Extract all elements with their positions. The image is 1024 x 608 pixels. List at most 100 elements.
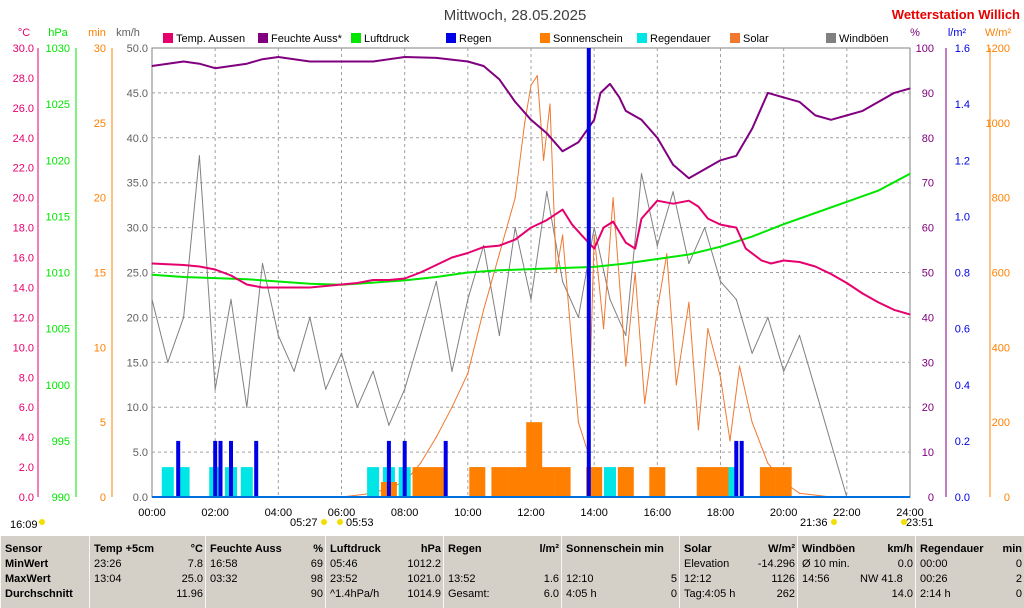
legend-swatch [637,33,647,43]
point-temp-aussen [612,221,614,223]
point-solar [612,197,614,199]
axis-wind-tick: 45.0 [127,88,148,100]
point-feuchte-auss- [704,168,706,170]
point-feuchte-auss- [656,137,658,139]
stats-label: 12:10 [566,573,594,585]
point-temp-aussen [404,277,406,280]
point-solar [467,372,469,375]
point-luftdruck [309,283,311,285]
bar-sonnenschein [759,467,776,497]
point-luftdruck [656,258,658,260]
point-temp-aussen [846,282,848,284]
stats-value: 262 [776,588,795,600]
point-temp-aussen [688,200,690,202]
point-windb-en [625,334,627,336]
point-windb-en [546,191,548,193]
point-temp-aussen [325,285,327,287]
bar-sonnenschein [696,467,713,497]
axis-temp-tick: 2.0 [19,462,34,474]
bar-regen [254,440,259,497]
point-temp-aussen [770,262,772,265]
axis-solar-tick: 600 [992,268,1010,280]
point-temp-aussen [498,245,500,247]
point-windb-en [672,191,674,193]
stats-value: 14.0 [891,588,913,600]
stats-label: Feuchte Auss [210,543,282,555]
axis-humidity-tick: 50 [922,268,934,280]
axis-minutes-tick: 30 [94,43,106,55]
stats-value: 0 [670,588,677,600]
point-windb-en [483,245,485,247]
sunset: 21:36 [800,517,828,529]
stats-header: Luftdruck hPa [330,542,441,557]
stats-row: 14.0 [802,587,913,602]
stats-row: 14:56 NW 41.8 [802,572,913,587]
point-temp-aussen [183,264,185,266]
stats-value: 7.8 [187,558,203,570]
point-temp-aussen [451,256,453,259]
axis-humidity-unit: % [910,27,920,39]
stats-row [448,557,559,572]
axis-solar-tick: 0 [1004,492,1010,504]
axis-temp-tick: 26.0 [13,103,34,115]
time-tick: 10:00 [454,507,482,519]
sun-marker-icon [321,519,327,525]
axis-wind-tick: 5.0 [133,447,148,459]
stats-label: 4:05 h [566,588,597,600]
axis-wind-tick: 10.0 [127,402,148,414]
stats-value: min [1002,543,1022,555]
point-feuchte-auss- [593,119,595,121]
point-temp-aussen [483,246,485,248]
point-windb-en [467,298,469,300]
point-temp-aussen [571,224,573,226]
axis-rain-tick: 0.2 [955,436,970,448]
bar-sonnenschein [712,467,729,497]
point-temp-aussen [230,274,232,277]
point-windb-en [688,262,690,265]
weather-chart: 0.0 2.0 4.0 6.0 8.0 10.0 12.0 14.0 16.0 18.0 20.0 2… [10,7,1020,531]
point-windb-en [514,227,516,229]
stats-label: Luftdruck [330,543,381,555]
axis-pressure-tick: 1005 [46,324,70,336]
stats-row: Ø 10 min. 0.0 [802,557,913,572]
point-windb-en [419,334,422,336]
stats-label: ^1.4hPa/h [330,588,380,600]
stats-value: 25.0 [181,573,203,585]
point-temp-aussen [246,283,248,286]
axis-temp-tick: 8.0 [19,372,34,384]
bar-sonnenschein [428,467,445,497]
point-temp-aussen [634,248,636,250]
point-windb-en [293,370,295,372]
series [151,48,911,498]
point-windb-en [246,406,248,408]
time-tick: 00:00 [138,507,166,519]
point-luftdruck [688,253,690,256]
time-tick: 18:00 [707,507,735,519]
stats-value: hPa [420,543,441,555]
point-luftdruck [783,223,785,225]
point-temp-aussen [830,273,832,275]
point-temp-aussen [893,309,895,311]
point-feuchte-auss- [735,155,737,157]
point-solar [451,406,453,408]
point-feuchte-auss- [618,96,621,98]
point-windb-en [183,316,185,318]
stats-header: Windböen km/h [802,542,913,557]
point-temp-aussen [783,259,785,262]
bar-regen [739,440,744,497]
stats-label: 14:56 [802,573,830,585]
stats-column: Regendauer min 00:00 0 00:26 2 2:14 h 0 [915,536,1024,608]
time-tick: 24:00 [896,507,924,519]
point-solar [798,492,801,494]
point-solar [697,429,700,431]
axis-minutes-tick: 15 [94,268,106,280]
stats-value: 1012.2 [407,558,441,570]
axis-temp-tick: 12.0 [13,312,34,324]
axis-wind-tick: 30.0 [127,223,148,235]
stats-row: Durchschnitt [5,587,87,602]
stats-label: Windböen [802,543,856,555]
sun-marker-icon [337,519,343,525]
stats-header: Solar W/m² [684,542,795,557]
point-temp-aussen [862,292,864,295]
point-feuchte-auss- [562,150,564,152]
